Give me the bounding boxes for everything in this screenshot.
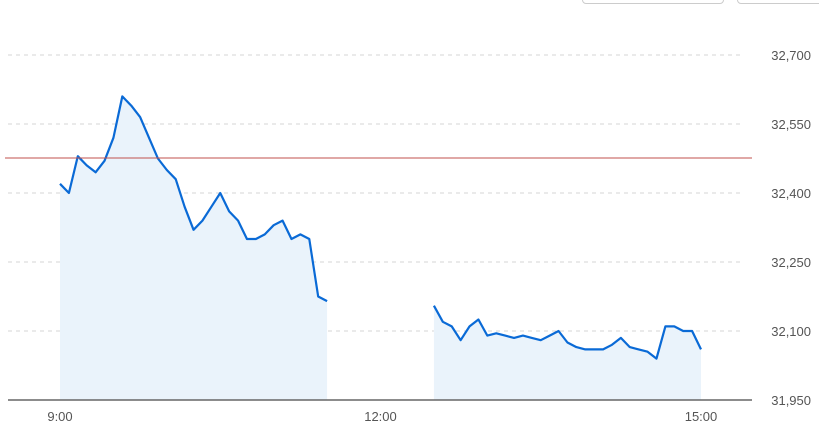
price-line — [59, 95, 328, 303]
price-line — [432, 305, 702, 360]
x-tick-label: 12:00 — [364, 409, 397, 424]
x-tick-label: 9:00 — [47, 409, 72, 424]
x-tick-label: 15:00 — [685, 409, 718, 424]
y-tick-label: 32,250 — [771, 255, 811, 270]
y-tick-label: 32,100 — [771, 324, 811, 339]
y-tick-label: 32,700 — [771, 48, 811, 63]
session-area — [433, 305, 701, 400]
session-area — [60, 96, 328, 401]
y-tick-label: 32,550 — [771, 117, 811, 132]
top-button-2[interactable] — [737, 0, 819, 4]
top-button-1[interactable] — [582, 0, 724, 4]
y-tick-label: 32,400 — [771, 186, 811, 201]
y-tick-label: 31,950 — [771, 393, 811, 408]
